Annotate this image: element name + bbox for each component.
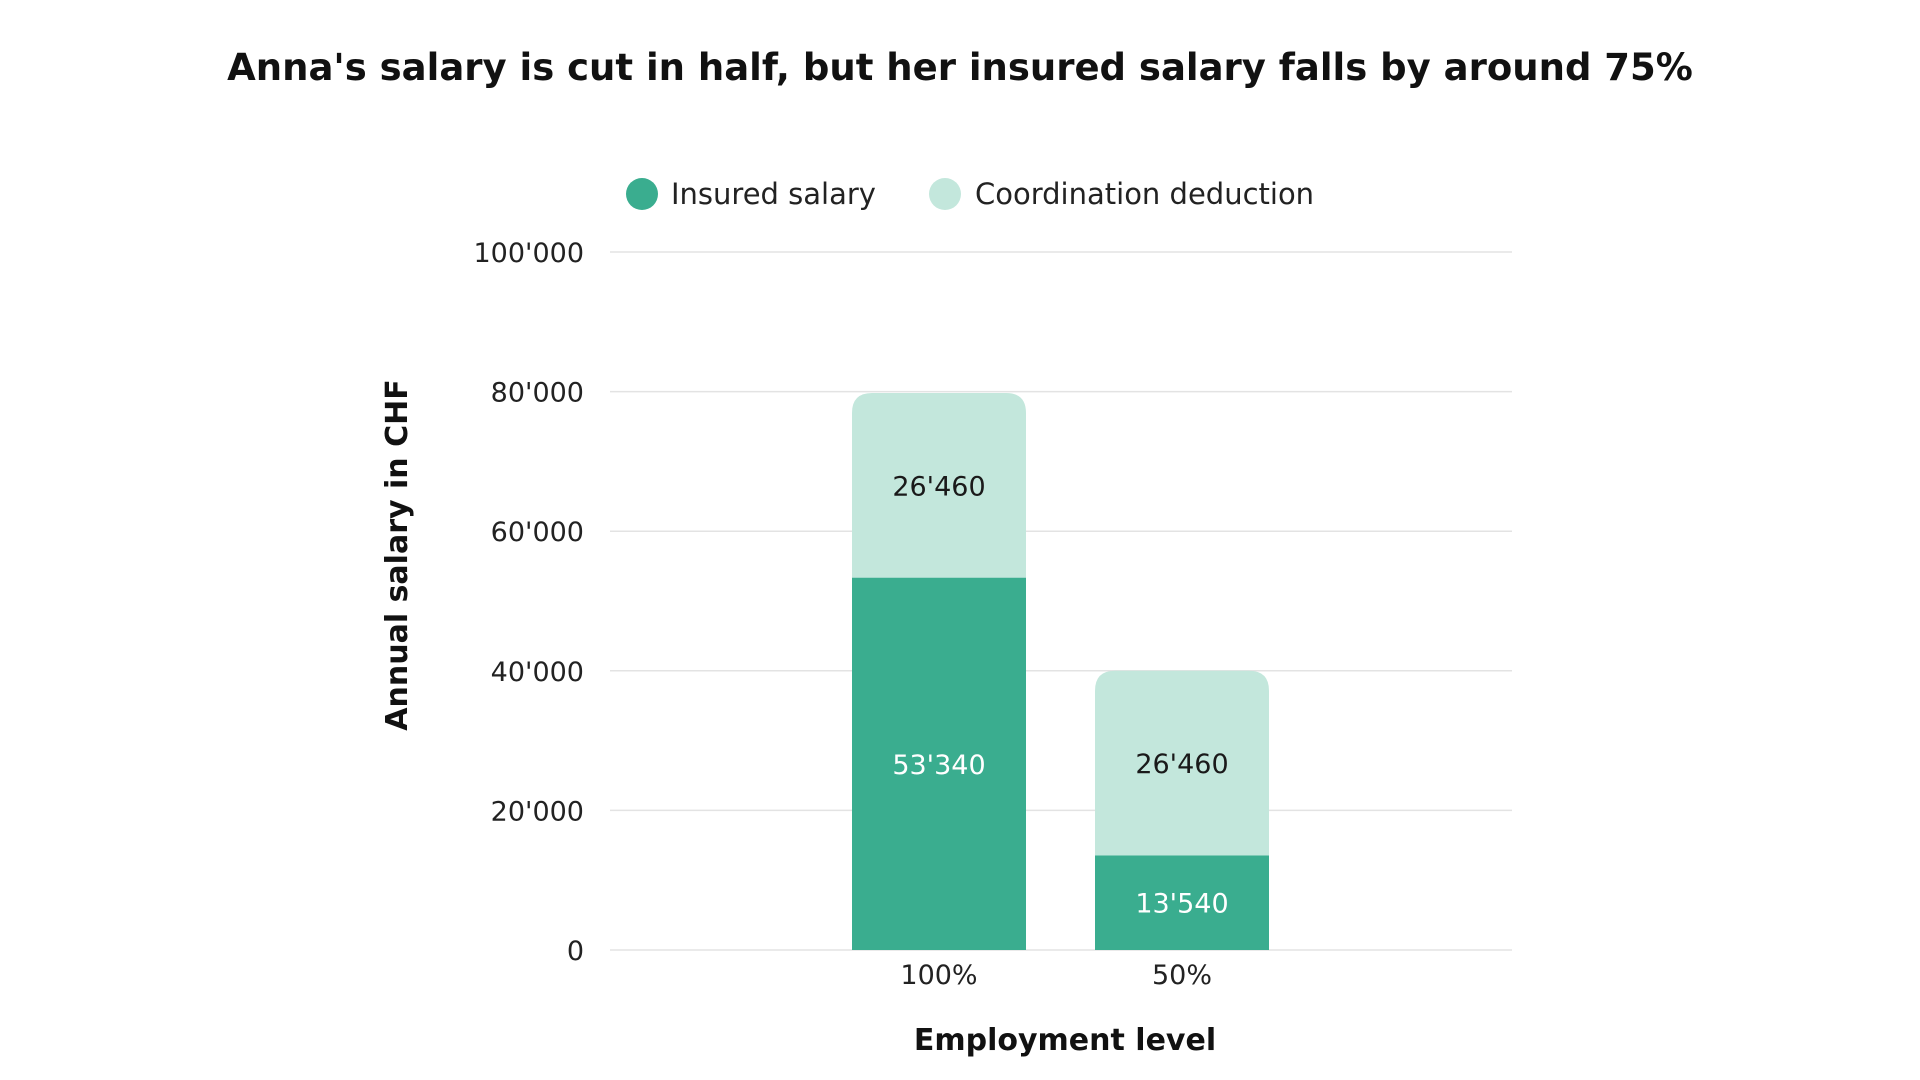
legend-label: Insured salary bbox=[671, 177, 876, 211]
legend-label: Coordination deduction bbox=[975, 177, 1314, 211]
y-tick-label: 40'000 bbox=[491, 657, 584, 688]
gridlines bbox=[610, 251, 1512, 951]
bar-segment bbox=[852, 392, 1026, 578]
data-labels: 53'340 26'460 13'540 26'460 bbox=[892, 471, 1228, 919]
legend-swatch bbox=[626, 178, 658, 210]
data-label: 13'540 bbox=[1135, 889, 1228, 920]
y-axis-ticks: 0 20'000 40'000 60'000 80'000 100'000 bbox=[474, 238, 585, 967]
bars bbox=[852, 392, 1269, 950]
y-tick-label: 60'000 bbox=[491, 517, 584, 548]
bar-segment bbox=[1095, 670, 1269, 856]
y-tick-label: 100'000 bbox=[474, 238, 585, 269]
data-label: 26'460 bbox=[892, 471, 985, 502]
legend: Insured salary Coordination deduction bbox=[626, 177, 1314, 211]
x-axis-title: Employment level bbox=[914, 1023, 1216, 1058]
x-axis-ticks: 100% 50% bbox=[900, 960, 1212, 991]
x-tick-label: 100% bbox=[900, 960, 977, 991]
y-tick-label: 80'000 bbox=[491, 378, 584, 409]
y-tick-label: 20'000 bbox=[491, 796, 584, 827]
bar-segment bbox=[852, 577, 1026, 950]
data-label: 26'460 bbox=[1135, 749, 1228, 780]
y-axis-title: Annual salary in CHF bbox=[380, 379, 415, 730]
legend-swatch bbox=[929, 178, 961, 210]
chart-title: Anna's salary is cut in half, but her in… bbox=[227, 46, 1693, 89]
y-tick-label: 0 bbox=[567, 936, 584, 967]
bar-segment bbox=[1095, 855, 1269, 950]
data-label: 53'340 bbox=[892, 750, 985, 781]
x-tick-label: 50% bbox=[1152, 960, 1212, 991]
